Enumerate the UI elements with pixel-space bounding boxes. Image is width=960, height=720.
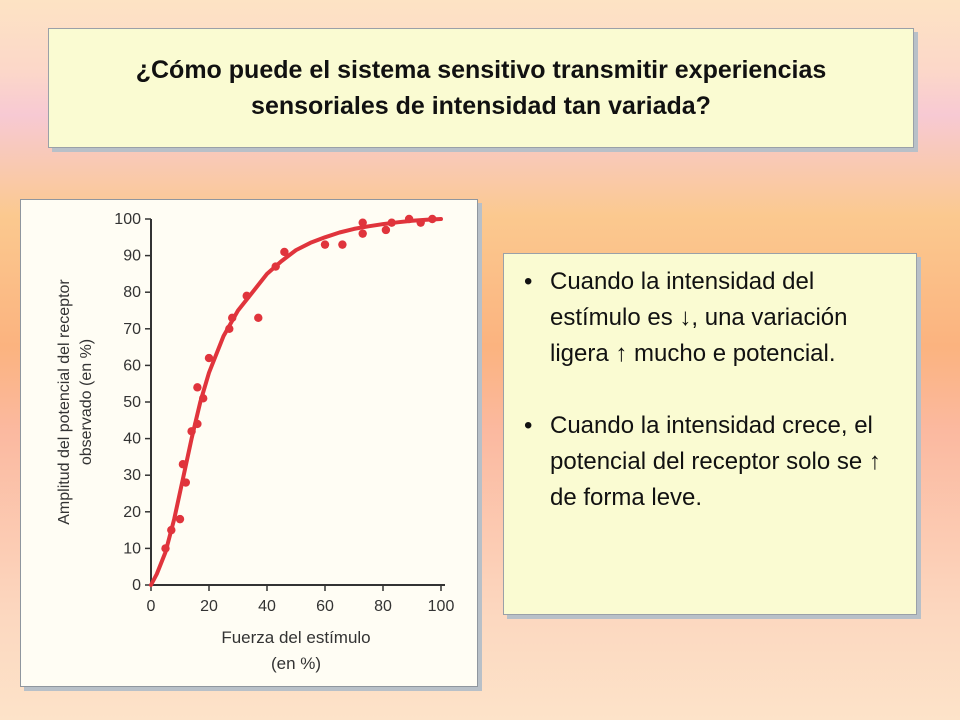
fit-curve-line bbox=[149, 217, 443, 587]
y-tick-label: 40 bbox=[123, 431, 141, 448]
x-tick-label: 20 bbox=[200, 598, 218, 615]
y-tick-label: 80 bbox=[123, 284, 141, 301]
data-point bbox=[387, 218, 396, 227]
data-point bbox=[358, 218, 367, 227]
data-point bbox=[228, 313, 237, 323]
data-point bbox=[193, 419, 202, 429]
bullet-item-low-intensity: Cuando la intensidad del estímulo es ↓, … bbox=[524, 264, 898, 372]
x-tick-label: 0 bbox=[147, 598, 156, 615]
data-point bbox=[320, 240, 330, 249]
slide-title: ¿Cómo puede el sistema sensitivo transmi… bbox=[135, 56, 827, 120]
data-point bbox=[161, 544, 170, 553]
data-point bbox=[204, 353, 214, 363]
title-box: ¿Cómo puede el sistema sensitivo transmi… bbox=[48, 28, 914, 148]
y-tick-label: 70 bbox=[123, 321, 141, 338]
data-point bbox=[428, 214, 437, 224]
data-point bbox=[167, 525, 176, 535]
bullet-list: Cuando la intensidad del estímulo es ↓, … bbox=[504, 254, 916, 516]
data-point bbox=[199, 394, 208, 403]
bullet-panel: Cuando la intensidad del estímulo es ↓, … bbox=[503, 253, 917, 615]
y-tick-label: 0 bbox=[132, 577, 141, 594]
x-axis-label: Fuerza del estímulo bbox=[221, 628, 370, 647]
data-point bbox=[338, 240, 347, 249]
bullet-item-high-intensity: Cuando la intensidad crece, el potencial… bbox=[524, 408, 898, 516]
data-point bbox=[175, 514, 185, 524]
x-tick-label: 100 bbox=[428, 598, 455, 615]
x-axis-label: (en %) bbox=[271, 654, 321, 673]
data-point bbox=[271, 262, 280, 271]
data-point bbox=[178, 460, 188, 469]
chart-panel: 0 10 20 30 40 50 60 70 80 90 100 0 20 40 60 80 100 Fuerza… bbox=[20, 199, 478, 687]
y-tick-label: 20 bbox=[123, 504, 141, 521]
data-point bbox=[193, 383, 202, 392]
y-tick-label: 50 bbox=[123, 394, 141, 411]
data-point bbox=[225, 324, 234, 333]
data-point bbox=[280, 247, 289, 257]
data-point bbox=[358, 229, 367, 238]
y-axis-label: observado (en %) bbox=[78, 339, 95, 465]
data-point bbox=[181, 478, 190, 487]
x-tick-label: 80 bbox=[374, 598, 392, 615]
y-tick-label: 30 bbox=[123, 467, 141, 484]
data-point bbox=[187, 427, 196, 436]
y-axis-label: Amplitud del potencial del receptor bbox=[56, 279, 73, 525]
data-point bbox=[254, 313, 263, 323]
data-point bbox=[416, 218, 425, 227]
data-point bbox=[404, 214, 414, 224]
x-tick-label: 40 bbox=[258, 598, 276, 615]
y-tick-label: 60 bbox=[123, 357, 141, 374]
y-tick-label: 90 bbox=[123, 248, 141, 265]
y-tick-label: 100 bbox=[114, 211, 141, 228]
data-point bbox=[381, 225, 391, 235]
x-tick-label: 60 bbox=[316, 598, 334, 615]
receptor-potential-chart: 0 10 20 30 40 50 60 70 80 90 100 0 20 40 60 80 100 Fuerza… bbox=[56, 211, 455, 673]
y-tick-label: 10 bbox=[123, 540, 141, 557]
data-point bbox=[242, 291, 251, 301]
